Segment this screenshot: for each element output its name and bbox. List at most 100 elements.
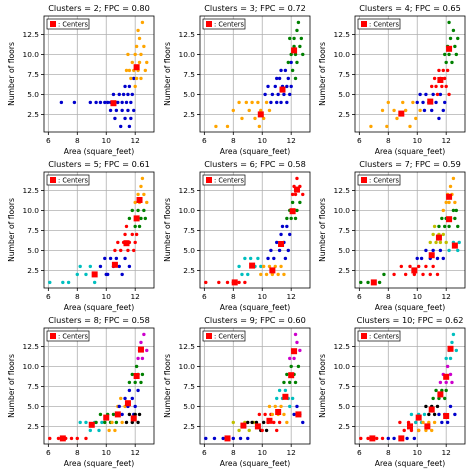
data-point — [409, 412, 414, 417]
x-axis-ticks: 6 8 10 12 — [202, 288, 296, 301]
data-point — [103, 256, 107, 261]
x-tick-label: 12 — [441, 448, 450, 457]
data-point — [140, 372, 145, 377]
data-point — [283, 388, 288, 393]
data-point — [402, 428, 406, 433]
data-point — [133, 84, 137, 89]
data-point — [69, 436, 74, 441]
data-point — [263, 412, 267, 417]
data-point — [453, 44, 457, 49]
subplot-4: Clusters = 5; FPC = 0.61 Area (square_fe… — [7, 159, 155, 312]
data-point — [406, 420, 411, 425]
data-point — [127, 412, 132, 417]
data-point — [282, 412, 286, 417]
data-point — [441, 232, 445, 237]
data-point — [237, 280, 241, 285]
data-point — [130, 372, 134, 377]
center-marker — [278, 241, 285, 247]
data-point — [296, 20, 301, 25]
data-point — [443, 396, 447, 401]
data-point — [246, 436, 250, 441]
center-marker — [111, 261, 118, 268]
data-point — [137, 36, 142, 41]
legend — [357, 330, 401, 342]
cluster-centers — [224, 348, 302, 442]
data-point — [94, 100, 98, 105]
data-point — [434, 388, 438, 393]
data-point — [273, 264, 277, 269]
subplot-8: Clusters = 9; FPC = 0.60 Area (square_fe… — [163, 315, 311, 468]
data-point — [380, 108, 385, 113]
y-tick-label: 7.5 — [183, 70, 195, 79]
data-point — [104, 272, 108, 277]
data-point — [366, 280, 370, 285]
data-point — [435, 404, 440, 409]
data-point — [431, 232, 435, 237]
data-point — [293, 192, 298, 197]
x-axis-label: Area (square_feet) — [220, 147, 291, 156]
center-marker — [123, 240, 130, 247]
center-marker — [424, 423, 431, 430]
center-marker — [295, 411, 302, 418]
data-point — [133, 52, 137, 57]
data-point — [428, 272, 432, 277]
data-point — [453, 412, 457, 417]
data-point — [140, 356, 145, 361]
grid — [355, 328, 465, 444]
data-point — [292, 44, 296, 49]
data-point — [392, 272, 396, 277]
y-tick-label: 7.5 — [338, 382, 350, 391]
data-point — [261, 116, 266, 121]
subplot-title: Clusters = 3; FPC = 0.72 — [204, 3, 306, 13]
y-axis-ticks: 2.5 5.0 7.5 10.0 12.5 — [23, 342, 44, 431]
y-axis-ticks: 2.5 5.0 7.5 10.0 12.5 — [179, 30, 200, 119]
data-point — [143, 216, 148, 221]
y-axis-label: Number of floors — [7, 354, 16, 418]
data-point — [259, 108, 263, 113]
subplot-title: Clusters = 8; FPC = 0.58 — [48, 315, 150, 325]
legend — [46, 330, 90, 342]
data-point — [444, 60, 448, 65]
data-point — [414, 420, 418, 425]
data-point — [142, 332, 146, 337]
y-axis-ticks: 2.5 5.0 7.5 10.0 12.5 — [334, 30, 355, 119]
data-point — [437, 68, 441, 73]
legend-marker — [361, 177, 367, 183]
x-tick-label: 12 — [130, 292, 139, 301]
y-tick-label: 10.0 — [334, 362, 351, 371]
data-point — [78, 420, 82, 425]
data-point — [421, 420, 425, 425]
data-point — [263, 92, 267, 97]
data-point — [113, 248, 117, 253]
center-marker — [133, 373, 140, 379]
data-point — [270, 412, 275, 417]
data-point — [437, 116, 441, 121]
axes-frame — [199, 327, 311, 445]
data-point — [418, 108, 422, 113]
data-point — [292, 412, 296, 417]
x-tick-label: 10 — [258, 136, 268, 145]
subplot-2: Clusters = 3; FPC = 0.72 Area (square_fe… — [163, 3, 311, 156]
y-tick-label: 7.5 — [338, 70, 350, 79]
data-point — [273, 404, 277, 409]
center-marker — [446, 45, 453, 52]
y-tick-label: 2.5 — [338, 422, 350, 431]
grid — [355, 172, 465, 288]
data-point — [259, 272, 263, 277]
y-tick-label: 7.5 — [27, 382, 39, 391]
data-point — [130, 60, 134, 65]
data-point — [114, 108, 119, 113]
data-point — [111, 92, 116, 97]
y-tick-label: 7.5 — [183, 226, 195, 235]
y-axis-label: Number of floors — [318, 354, 327, 418]
data-point — [253, 116, 257, 121]
data-point — [438, 248, 443, 253]
data-point — [296, 364, 301, 369]
data-point — [440, 84, 444, 89]
center-marker — [249, 262, 256, 269]
data-point — [392, 108, 396, 113]
data-point — [282, 92, 286, 97]
data-point — [450, 60, 454, 65]
center-marker — [370, 279, 377, 286]
data-point — [217, 280, 221, 285]
